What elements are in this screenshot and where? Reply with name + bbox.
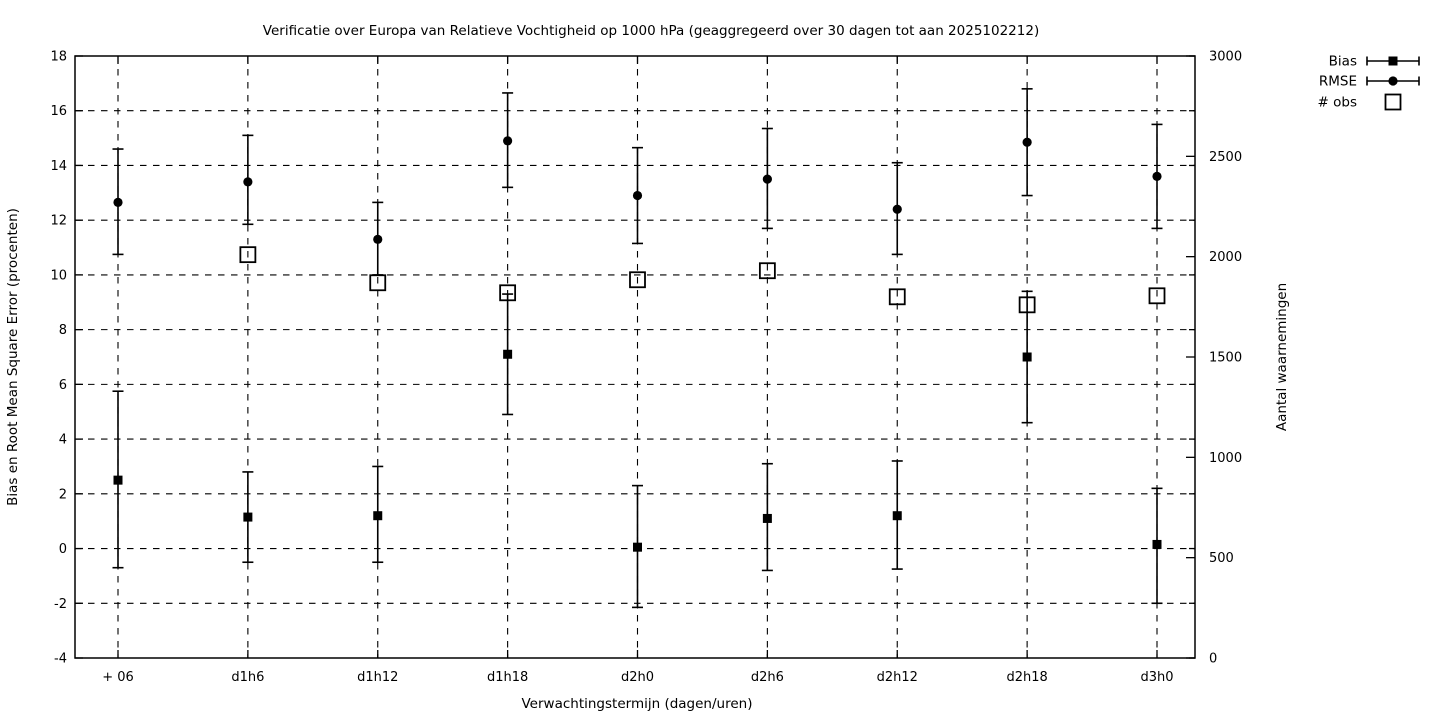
- rmse-point: [1152, 171, 1162, 181]
- axis-ticks: [75, 55, 1195, 659]
- bias-point: [373, 511, 383, 521]
- y-tick-label-left: 18: [50, 50, 67, 65]
- y-tick-label-right: 3000: [1209, 50, 1242, 65]
- rmse-point: [373, 234, 383, 244]
- y-tick-label-left: 4: [59, 433, 67, 448]
- bias-point: [113, 475, 123, 485]
- rmse-point: [892, 204, 902, 214]
- rmse-point: [243, 177, 253, 187]
- obs-point: [1384, 93, 1402, 111]
- data-series: [112, 88, 1166, 609]
- x-tick-label: d2h12: [877, 670, 918, 685]
- rmse-point: [1022, 137, 1032, 147]
- bias-point: [633, 542, 642, 552]
- x-tick-label: d1h12: [357, 670, 398, 685]
- y-tick-label-left: 6: [59, 378, 67, 393]
- legend-label: Bias: [1329, 54, 1357, 70]
- y-tick-label-left: 2: [59, 487, 67, 502]
- y-tick-label-left: -2: [54, 597, 67, 612]
- rmse-point: [113, 197, 123, 207]
- legend-item-bias: Bias: [1329, 54, 1420, 70]
- legend-label: # obs: [1318, 95, 1357, 111]
- x-tick-label: d2h18: [1006, 670, 1047, 685]
- y-tick-label-right: 2500: [1209, 150, 1242, 165]
- obs-point: [1148, 287, 1166, 305]
- y-tick-label-left: 10: [50, 268, 67, 283]
- bias-point: [1022, 352, 1032, 362]
- bias-point: [1152, 539, 1162, 549]
- y-tick-label-right: 2000: [1209, 250, 1242, 265]
- series--obs: [239, 246, 1166, 314]
- rmse-point: [1388, 76, 1398, 86]
- series-rmse: [112, 88, 1163, 276]
- series-bias: [112, 290, 1163, 609]
- y-tick-label-left: 8: [59, 323, 67, 338]
- y-tick-label-right: 1500: [1209, 351, 1242, 366]
- rmse-point: [632, 190, 643, 201]
- obs-point: [629, 271, 646, 289]
- y-tick-label-left: 12: [50, 214, 67, 229]
- y-axis-label-left: Bias en Root Mean Square Error (procente…: [5, 208, 21, 506]
- tick-labels: -4 -2 0 2 4 6 8 10 12 14 16 18 0 500 1000 1500 2000 2500 3…: [50, 50, 1242, 686]
- x-tick-label: d1h18: [487, 670, 528, 685]
- bias-point: [503, 349, 513, 359]
- y-tick-label-left: 16: [50, 104, 67, 119]
- y-tick-label-left: 14: [50, 159, 67, 174]
- obs-point: [888, 288, 906, 306]
- obs-point: [758, 262, 776, 280]
- x-tick-label: d3h0: [1140, 670, 1173, 685]
- bias-point: [243, 512, 253, 522]
- y-tick-label-left: 0: [59, 542, 67, 557]
- rmse-point: [503, 136, 513, 146]
- rmse-point: [762, 174, 772, 184]
- legend-item--obs: # obs: [1318, 93, 1402, 111]
- bias-point: [892, 511, 902, 521]
- x-axis-label: Verwachtingstermijn (dagen/uren): [522, 696, 753, 712]
- legend: Bias RMSE # obs: [1318, 54, 1420, 111]
- y-tick-label-right: 0: [1209, 652, 1217, 667]
- x-tick-label: d1h6: [231, 670, 264, 685]
- y-tick-label-right: 1000: [1209, 451, 1242, 466]
- y-tick-label-left: -4: [54, 652, 67, 667]
- x-tick-label: d2h6: [751, 670, 784, 685]
- legend-label: RMSE: [1319, 74, 1357, 90]
- x-tick-label: d2h0: [621, 670, 654, 685]
- y-axis-label-right: Aantal waarnemingen: [1274, 283, 1290, 431]
- bias-point: [1388, 56, 1398, 66]
- obs-point: [239, 246, 257, 264]
- y-tick-label-right: 500: [1209, 551, 1234, 566]
- legend-item-rmse: RMSE: [1319, 74, 1420, 90]
- bias-point: [762, 513, 772, 523]
- chart-title: Verificatie over Europa van Relatieve Vo…: [263, 23, 1039, 39]
- x-tick-label: + 06: [102, 670, 134, 685]
